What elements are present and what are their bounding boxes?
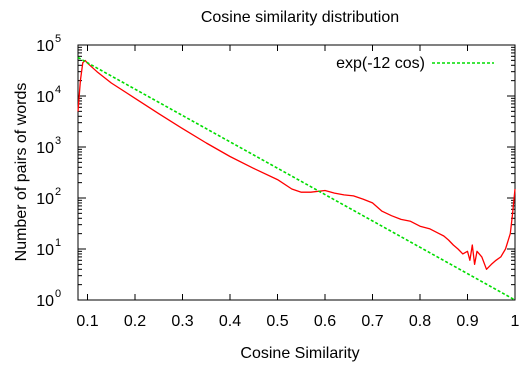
y-tick-label-exponent: 5 [55, 33, 61, 45]
x-tick-label: 0.3 [171, 313, 193, 330]
y-tick-label-exponent: 2 [55, 186, 61, 198]
x-tick-label: 0.7 [361, 313, 383, 330]
x-tick-label: 0.6 [314, 313, 336, 330]
x-tick-label: 0.2 [124, 313, 146, 330]
y-tick-label-exponent: 3 [55, 135, 61, 147]
legend-label-fit: exp(-12 cos) [336, 55, 425, 72]
y-tick-label-exponent: 1 [55, 237, 61, 249]
y-tick-label: 10 [36, 242, 54, 259]
x-tick-label: 1 [511, 313, 520, 330]
y-tick-label-exponent: 4 [55, 84, 61, 96]
y-tick-label-exponent: 0 [55, 288, 61, 300]
plot-frame [77, 44, 516, 301]
x-tick-label: 0.1 [76, 313, 98, 330]
x-axis-title: Cosine Similarity [240, 345, 359, 362]
y-tick-label: 10 [36, 140, 54, 157]
x-tick-label: 0.4 [219, 313, 241, 330]
series-line-observed [77, 59, 516, 270]
y-tick-label: 10 [36, 89, 54, 106]
y-tick-label: 10 [36, 38, 54, 55]
x-tick-label: 0.5 [266, 313, 288, 330]
x-tick-label: 0.8 [409, 313, 431, 330]
y-axis-title: Number of pairs of words [13, 83, 30, 262]
series-line-fit [77, 56, 516, 301]
chart-title: Cosine similarity distribution [201, 9, 399, 26]
x-tick-label: 0.9 [456, 313, 478, 330]
y-tick-label: 10 [36, 191, 54, 208]
legend: exp(-12 cos) [336, 55, 494, 72]
y-tick-label: 10 [36, 293, 54, 310]
